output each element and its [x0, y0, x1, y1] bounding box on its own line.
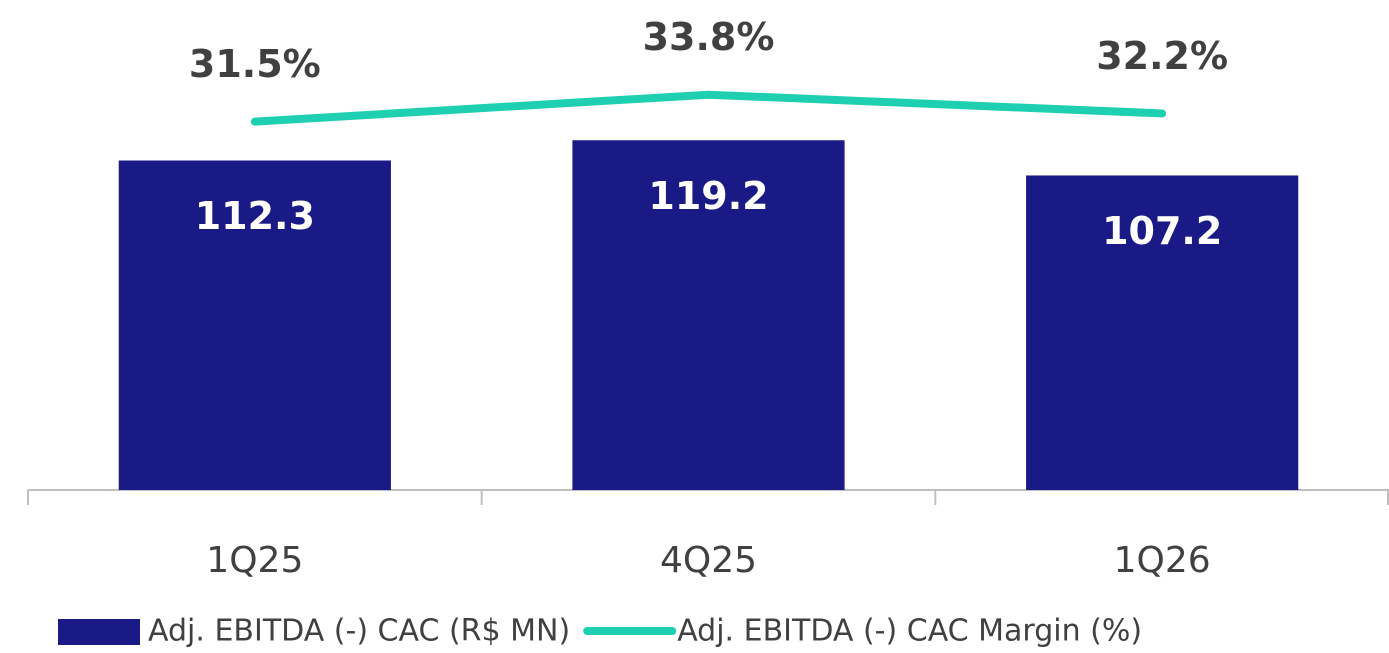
bar: [118, 160, 391, 490]
line-value-label: 32.2%: [1096, 34, 1228, 78]
line: [250, 90, 1167, 126]
bar: [1026, 175, 1299, 491]
legend-label: Adj. EBITDA (-) CAC Margin (%): [677, 614, 1142, 649]
line-value-label: 33.8%: [643, 15, 775, 59]
x-tick-label: 4Q25: [660, 540, 757, 581]
bar-value-label: 119.2: [648, 174, 768, 218]
line-value-label: 31.5%: [189, 42, 321, 86]
x-tick-label: 1Q26: [1114, 540, 1211, 581]
legend-label: Adj. EBITDA (-) CAC (R$ MN): [148, 614, 570, 649]
x-tick-label: 1Q25: [206, 540, 303, 581]
legend-swatch: [58, 619, 140, 645]
bar-value-label: 112.3: [195, 194, 315, 238]
bar-value-label: 107.2: [1102, 209, 1222, 253]
bar: [572, 140, 845, 490]
